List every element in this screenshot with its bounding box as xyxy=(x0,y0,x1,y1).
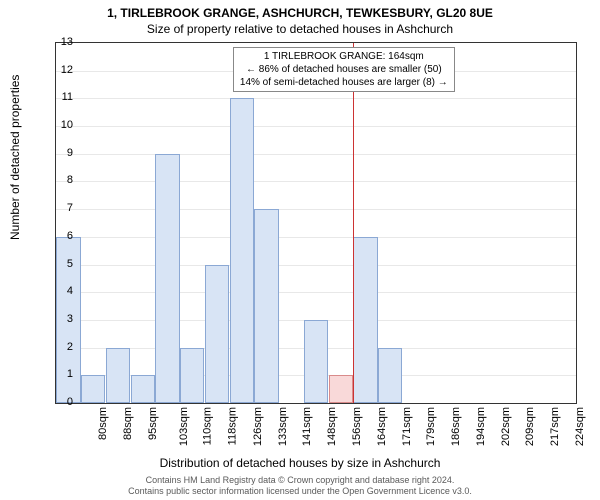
y-tick-label: 1 xyxy=(53,368,73,380)
annotation-line: ← 86% of detached houses are smaller (50… xyxy=(240,63,448,76)
gridline xyxy=(56,126,576,127)
y-tick-label: 3 xyxy=(53,313,73,325)
x-tick-label: 186sqm xyxy=(450,407,462,446)
x-tick-label: 95sqm xyxy=(147,407,159,440)
y-tick-label: 11 xyxy=(53,91,73,103)
x-tick-label: 110sqm xyxy=(202,407,214,445)
x-tick-label: 156sqm xyxy=(351,407,363,446)
annotation-line: 14% of semi-detached houses are larger (… xyxy=(240,76,448,89)
gridline xyxy=(56,209,576,210)
y-tick-label: 12 xyxy=(53,64,73,76)
histogram-bar xyxy=(81,375,105,403)
y-tick-label: 5 xyxy=(53,258,73,270)
x-tick-label: 148sqm xyxy=(326,407,338,446)
histogram-bar xyxy=(106,348,130,403)
x-tick-label: 164sqm xyxy=(376,407,388,446)
y-tick-label: 10 xyxy=(53,119,73,131)
x-tick-label: 224sqm xyxy=(574,407,586,446)
annotation-box: 1 TIRLEBROOK GRANGE: 164sqm ← 86% of det… xyxy=(233,47,455,92)
x-tick-label: 88sqm xyxy=(122,407,134,440)
histogram-bar xyxy=(329,375,353,403)
x-tick-label: 171sqm xyxy=(401,407,413,446)
x-tick-label: 217sqm xyxy=(549,407,561,446)
x-tick-label: 141sqm xyxy=(302,407,314,446)
x-tick-label: 118sqm xyxy=(227,407,239,445)
gridline xyxy=(56,154,576,155)
y-tick-label: 7 xyxy=(53,202,73,214)
x-tick-label: 133sqm xyxy=(277,407,289,446)
chart-title: 1, TIRLEBROOK GRANGE, ASHCHURCH, TEWKESB… xyxy=(0,6,600,20)
gridline xyxy=(56,98,576,99)
footer-line: Contains HM Land Registry data © Crown c… xyxy=(0,475,600,486)
x-tick-label: 209sqm xyxy=(524,407,536,446)
histogram-bar xyxy=(230,98,254,403)
y-tick-label: 6 xyxy=(53,230,73,242)
y-axis-label: Number of detached properties xyxy=(8,75,22,240)
x-axis-label: Distribution of detached houses by size … xyxy=(0,456,600,470)
gridline xyxy=(56,265,576,266)
histogram-bar xyxy=(180,348,204,403)
x-tick-label: 103sqm xyxy=(178,407,190,446)
y-tick-label: 4 xyxy=(53,285,73,297)
histogram-bar xyxy=(155,154,179,403)
y-tick-label: 13 xyxy=(53,36,73,48)
plot-area: 1 TIRLEBROOK GRANGE: 164sqm ← 86% of det… xyxy=(55,42,577,404)
y-tick-label: 2 xyxy=(53,341,73,353)
histogram-bar xyxy=(205,265,229,403)
y-tick-label: 9 xyxy=(53,147,73,159)
annotation-line: 1 TIRLEBROOK GRANGE: 164sqm xyxy=(240,50,448,63)
x-tick-label: 126sqm xyxy=(252,407,264,446)
footer-line: Contains public sector information licen… xyxy=(0,486,600,497)
gridline xyxy=(56,181,576,182)
histogram-bar xyxy=(378,348,402,403)
reference-line xyxy=(353,43,354,403)
x-tick-label: 80sqm xyxy=(97,407,109,440)
histogram-bar xyxy=(254,209,278,403)
gridline xyxy=(56,237,576,238)
x-tick-label: 179sqm xyxy=(425,407,437,446)
histogram-bar xyxy=(353,237,377,403)
histogram-bar xyxy=(131,375,155,403)
attribution-footer: Contains HM Land Registry data © Crown c… xyxy=(0,475,600,497)
y-tick-label: 8 xyxy=(53,174,73,186)
x-tick-label: 194sqm xyxy=(475,407,487,446)
gridline xyxy=(56,292,576,293)
y-tick-label: 0 xyxy=(53,396,73,408)
x-tick-label: 202sqm xyxy=(500,407,512,446)
histogram-bar xyxy=(304,320,328,403)
chart-subtitle: Size of property relative to detached ho… xyxy=(0,22,600,36)
